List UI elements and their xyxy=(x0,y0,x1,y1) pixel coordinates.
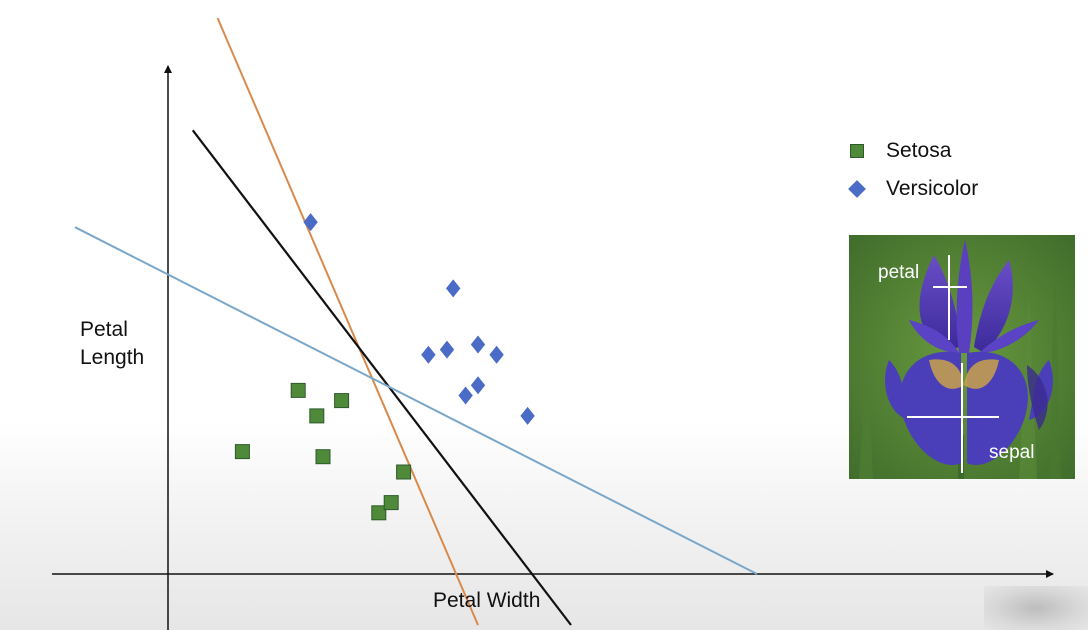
legend-label-setosa: Setosa xyxy=(886,139,952,162)
versicolor-point-3 xyxy=(439,340,455,359)
iris-flower-photo: petal sepal xyxy=(849,235,1075,479)
setosa-point-2 xyxy=(290,382,306,398)
blue-boundary-line xyxy=(74,226,758,575)
setosa-point-5 xyxy=(334,393,350,409)
setosa-point-1 xyxy=(234,444,250,460)
iris-flower-illustration xyxy=(849,235,1075,479)
x-axis-label: Petal Width xyxy=(433,589,541,612)
black-boundary-line xyxy=(191,129,572,626)
setosa-point-6 xyxy=(371,505,387,521)
legend-label-versicolor: Versicolor xyxy=(886,177,979,200)
legend: Setosa Versicolor xyxy=(848,132,979,208)
setosa-point-7 xyxy=(383,495,399,511)
y-axis-label: Petal Length xyxy=(80,316,190,372)
blurred-overlay xyxy=(984,586,1088,630)
versicolor-point-6 xyxy=(470,335,486,354)
versicolor-point-1 xyxy=(303,213,318,232)
versicolor-point-4 xyxy=(446,279,461,298)
setosa-point-3 xyxy=(309,408,325,424)
petal-label: petal xyxy=(878,262,920,283)
versicolor-point-5 xyxy=(458,386,473,405)
legend-item-setosa: Setosa xyxy=(850,132,978,170)
square-marker-icon xyxy=(850,144,864,158)
sepal-label: sepal xyxy=(989,442,1035,463)
setosa-point-8 xyxy=(396,464,412,480)
diamond-marker-icon xyxy=(848,180,866,198)
legend-item-versicolor: Versicolor xyxy=(848,170,979,208)
data-points xyxy=(234,213,535,521)
orange-boundary-line xyxy=(216,17,479,626)
versicolor-point-9 xyxy=(520,406,535,425)
y-axis-label-line2: Length xyxy=(80,346,145,369)
versicolor-point-8 xyxy=(489,345,504,364)
y-axis-label-line1: Petal xyxy=(80,318,128,341)
versicolor-point-2 xyxy=(421,345,436,364)
setosa-point-4 xyxy=(315,449,331,465)
decision-boundaries xyxy=(74,17,758,626)
versicolor-point-7 xyxy=(470,376,486,395)
